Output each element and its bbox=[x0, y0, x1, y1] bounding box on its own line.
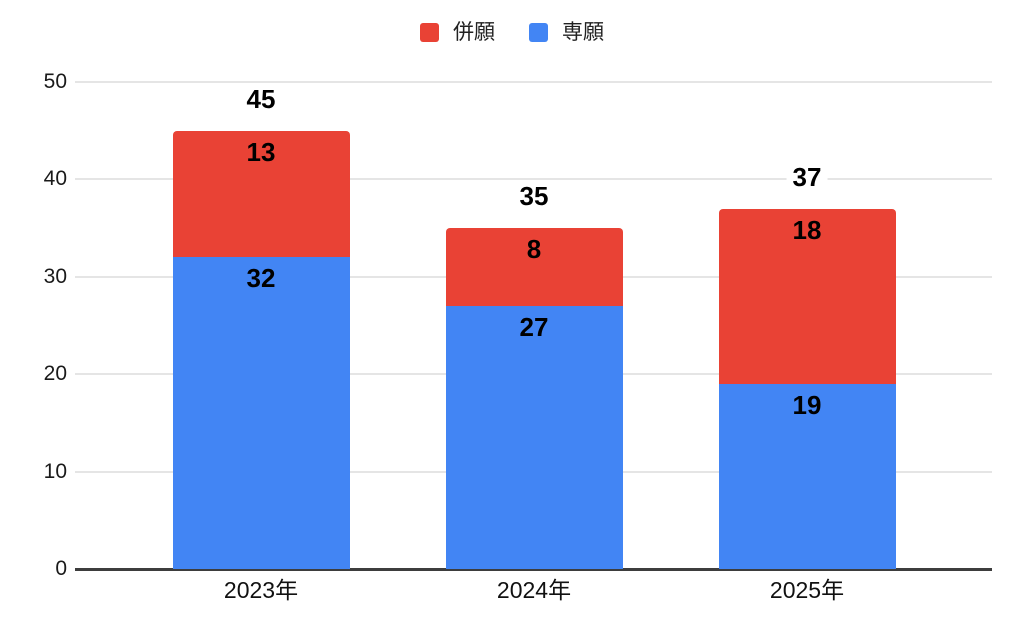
legend-swatch-red bbox=[420, 23, 439, 42]
bar-segment-value-label: 8 bbox=[526, 234, 542, 265]
y-axis-tick-label: 50 bbox=[43, 70, 67, 93]
bar-total-label: 37 bbox=[786, 163, 828, 190]
bar-total-label: 35 bbox=[513, 183, 555, 210]
bar-segment-value-label: 18 bbox=[792, 214, 822, 245]
x-axis-category-label: 2024年 bbox=[496, 577, 572, 603]
gridline bbox=[75, 81, 992, 83]
x-axis-category-label: 2025年 bbox=[769, 577, 845, 603]
bar-segment-heigan: 8 bbox=[445, 228, 623, 307]
bar-segment-value-label: 32 bbox=[246, 263, 276, 294]
bar-segment-sengan: 27 bbox=[445, 306, 623, 569]
bar-segment-sengan: 19 bbox=[718, 383, 896, 569]
legend-label: 併願 bbox=[453, 21, 495, 44]
bar-segment-heigan: 18 bbox=[718, 208, 896, 384]
legend-item-heigan: 併願 bbox=[420, 22, 495, 43]
bar-segment-value-label: 19 bbox=[792, 389, 822, 420]
y-axis-tick-label: 10 bbox=[43, 459, 67, 483]
legend-item-sengan: 専願 bbox=[529, 22, 604, 43]
bar-segment-sengan: 32 bbox=[172, 257, 350, 569]
chart-legend: 併願 専願 bbox=[0, 22, 1024, 43]
plot-area: 0 10 20 30 40 50 32 13 45 2023年 27 8 35 2024年 19 18 37 20… bbox=[44, 71, 992, 603]
bar-total-label: 45 bbox=[240, 85, 282, 112]
y-axis-tick-label: 30 bbox=[43, 264, 67, 288]
y-axis-tick-label: 40 bbox=[43, 167, 67, 191]
bar-segment-value-label: 27 bbox=[519, 312, 549, 343]
legend-label: 専願 bbox=[562, 21, 604, 44]
legend-swatch-blue bbox=[529, 23, 548, 42]
x-axis-category-label: 2023年 bbox=[223, 577, 299, 603]
bar-segment-value-label: 13 bbox=[246, 136, 276, 167]
y-axis-tick-label: 20 bbox=[43, 362, 67, 386]
gridline bbox=[75, 178, 992, 181]
bar-segment-heigan: 13 bbox=[172, 130, 350, 258]
x-axis-baseline bbox=[75, 567, 992, 571]
y-axis-tick-label: 0 bbox=[55, 557, 67, 580]
